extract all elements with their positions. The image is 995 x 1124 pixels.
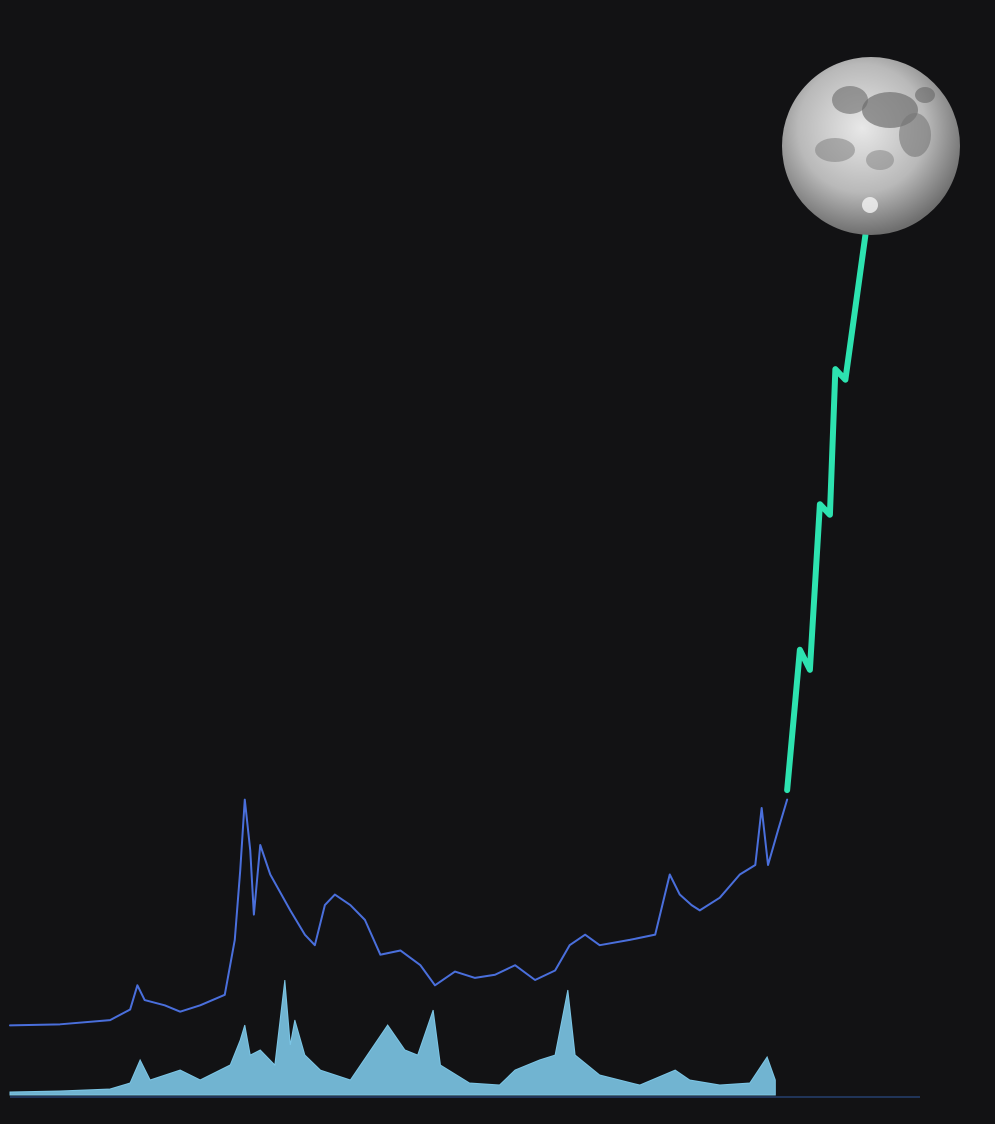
volume-area [9,979,776,1096]
moon [782,57,960,235]
price-line [784,232,869,794]
price-line [9,798,789,1027]
